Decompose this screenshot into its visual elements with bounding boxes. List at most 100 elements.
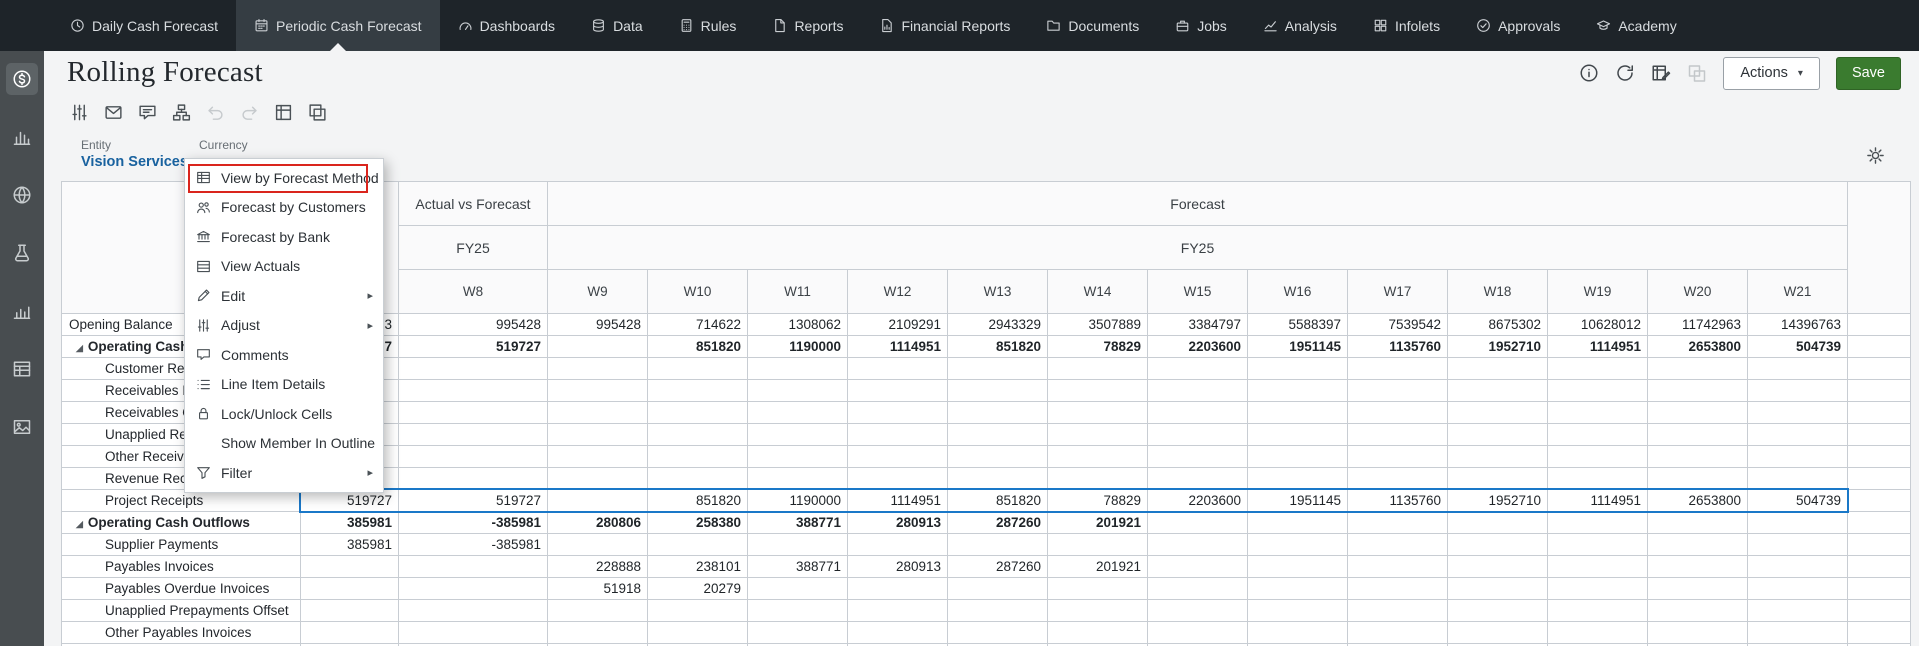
grid-cell[interactable] bbox=[399, 578, 548, 600]
grid-cell[interactable] bbox=[1848, 578, 1912, 600]
grid-cell[interactable] bbox=[1048, 534, 1148, 556]
nav-tab-data[interactable]: Data bbox=[573, 0, 661, 51]
grid-cell[interactable] bbox=[948, 600, 1048, 622]
grid-cell[interactable]: 258380 bbox=[648, 512, 748, 534]
grid-cell[interactable] bbox=[1848, 358, 1912, 380]
grid-cell[interactable] bbox=[1648, 512, 1748, 534]
grid-cell[interactable] bbox=[1448, 468, 1548, 490]
grid-cell[interactable]: 280806 bbox=[548, 512, 648, 534]
grid-cell[interactable] bbox=[648, 622, 748, 644]
grid-cell[interactable] bbox=[1048, 402, 1148, 424]
refresh-icon[interactable] bbox=[1615, 63, 1635, 83]
nav-tab-jobs[interactable]: Jobs bbox=[1157, 0, 1245, 51]
grid-cell[interactable] bbox=[1148, 358, 1248, 380]
grid-cell[interactable] bbox=[748, 402, 848, 424]
menu-item-comments[interactable]: Comments bbox=[185, 340, 383, 370]
grid-cell[interactable] bbox=[1048, 468, 1148, 490]
grid-cell[interactable] bbox=[1648, 534, 1748, 556]
grid-cell[interactable]: 8675302 bbox=[1448, 314, 1548, 336]
grid-cell[interactable] bbox=[948, 534, 1048, 556]
grid-cell[interactable] bbox=[1148, 578, 1248, 600]
grid-cell[interactable] bbox=[1048, 578, 1148, 600]
grid-cell[interactable] bbox=[1548, 468, 1648, 490]
grid-cell[interactable] bbox=[848, 446, 948, 468]
col-header-w19[interactable]: W19 bbox=[1548, 270, 1648, 314]
col-header-w11[interactable]: W11 bbox=[748, 270, 848, 314]
grid-cell[interactable] bbox=[748, 622, 848, 644]
grid-cell[interactable] bbox=[1048, 358, 1148, 380]
grid-cell[interactable] bbox=[648, 402, 748, 424]
grid-cell[interactable] bbox=[1148, 622, 1248, 644]
sidebar-image-chart-icon[interactable] bbox=[6, 411, 38, 443]
grid-cell[interactable] bbox=[1848, 336, 1912, 358]
grid-cell[interactable] bbox=[1548, 600, 1648, 622]
menu-item-view-by-forecast-method[interactable]: View by Forecast Method bbox=[185, 163, 383, 193]
pov-entity-value[interactable]: Vision Services bbox=[81, 154, 188, 170]
grid-cell[interactable] bbox=[399, 402, 548, 424]
nav-tab-reports[interactable]: Reports bbox=[754, 0, 861, 51]
nav-tab-rules[interactable]: Rules bbox=[661, 0, 755, 51]
grid-cell[interactable] bbox=[848, 424, 948, 446]
grid-cell[interactable] bbox=[1648, 578, 1748, 600]
grid-cell[interactable] bbox=[948, 446, 1048, 468]
grid-cell[interactable] bbox=[1348, 534, 1448, 556]
grid-cell[interactable] bbox=[1848, 314, 1912, 336]
grid-cell[interactable]: 280913 bbox=[848, 556, 948, 578]
grid-cell[interactable] bbox=[1648, 402, 1748, 424]
grid-cell[interactable] bbox=[648, 534, 748, 556]
grid-cell[interactable]: 287260 bbox=[948, 512, 1048, 534]
grid-cell[interactable] bbox=[1248, 534, 1348, 556]
menu-item-forecast-by-bank[interactable]: Forecast by Bank bbox=[185, 222, 383, 252]
grid-cell[interactable] bbox=[1248, 380, 1348, 402]
grid-cell[interactable] bbox=[1148, 600, 1248, 622]
grid-cell[interactable] bbox=[1848, 424, 1912, 446]
grid-cell[interactable] bbox=[1448, 644, 1548, 646]
grid-cell[interactable]: 1114951 bbox=[1548, 336, 1648, 358]
grid-cell[interactable] bbox=[1348, 424, 1448, 446]
grid-cell[interactable] bbox=[1348, 600, 1448, 622]
grid-cell[interactable]: 1114951 bbox=[1548, 490, 1648, 512]
grid-cell[interactable] bbox=[1748, 644, 1849, 646]
grid-cell[interactable] bbox=[1048, 622, 1148, 644]
nav-tab-infolets[interactable]: Infolets bbox=[1355, 0, 1458, 51]
col-header-w18[interactable]: W18 bbox=[1448, 270, 1548, 314]
grid-cell[interactable]: 3384797 bbox=[1148, 314, 1248, 336]
grid-cell[interactable] bbox=[1348, 468, 1448, 490]
grid-cell[interactable] bbox=[1748, 402, 1849, 424]
grid-cell[interactable] bbox=[948, 358, 1048, 380]
grid-cell[interactable]: 14396763 bbox=[1748, 314, 1849, 336]
grid-cell[interactable]: 2203600 bbox=[1148, 336, 1248, 358]
grid-cell[interactable]: 7539542 bbox=[1348, 314, 1448, 336]
grid-cell[interactable]: 287260 bbox=[948, 556, 1048, 578]
grid-cell[interactable] bbox=[1348, 358, 1448, 380]
col-header-w17[interactable]: W17 bbox=[1348, 270, 1448, 314]
grid-cell[interactable]: 519727 bbox=[399, 336, 548, 358]
nav-tab-daily-cash-forecast[interactable]: Daily Cash Forecast bbox=[52, 0, 236, 51]
grid-cell[interactable] bbox=[748, 446, 848, 468]
grid-cell[interactable] bbox=[1848, 402, 1912, 424]
grid-cell[interactable] bbox=[1548, 424, 1648, 446]
grid-cell[interactable] bbox=[1648, 468, 1748, 490]
grid-cell[interactable] bbox=[1248, 468, 1348, 490]
grid-cell[interactable] bbox=[548, 600, 648, 622]
grid-cell[interactable] bbox=[548, 402, 648, 424]
grid-cell[interactable] bbox=[848, 402, 948, 424]
sidebar-dollar-circle-icon[interactable] bbox=[6, 63, 38, 95]
grid-cell[interactable]: 851820 bbox=[948, 336, 1048, 358]
grid-cell[interactable]: 1951145 bbox=[1248, 336, 1348, 358]
menu-item-lock-unlock-cells[interactable]: Lock/Unlock Cells bbox=[185, 399, 383, 429]
grid-cell[interactable]: 388771 bbox=[748, 556, 848, 578]
grid-cell[interactable]: 851820 bbox=[948, 490, 1048, 512]
grid-cell[interactable] bbox=[399, 358, 548, 380]
grid-cell[interactable] bbox=[301, 600, 399, 622]
grid-cell[interactable] bbox=[1248, 424, 1348, 446]
grid-cell[interactable] bbox=[1548, 512, 1648, 534]
grid-cell[interactable] bbox=[948, 578, 1048, 600]
grid-cell[interactable] bbox=[548, 380, 648, 402]
grid-cell[interactable] bbox=[1448, 380, 1548, 402]
grid-cell[interactable]: 995428 bbox=[548, 314, 648, 336]
grid-cell[interactable]: 519727 bbox=[301, 490, 399, 512]
grid-cell[interactable]: 388771 bbox=[748, 512, 848, 534]
grid-cell[interactable] bbox=[648, 644, 748, 646]
grid-cell[interactable] bbox=[948, 622, 1048, 644]
